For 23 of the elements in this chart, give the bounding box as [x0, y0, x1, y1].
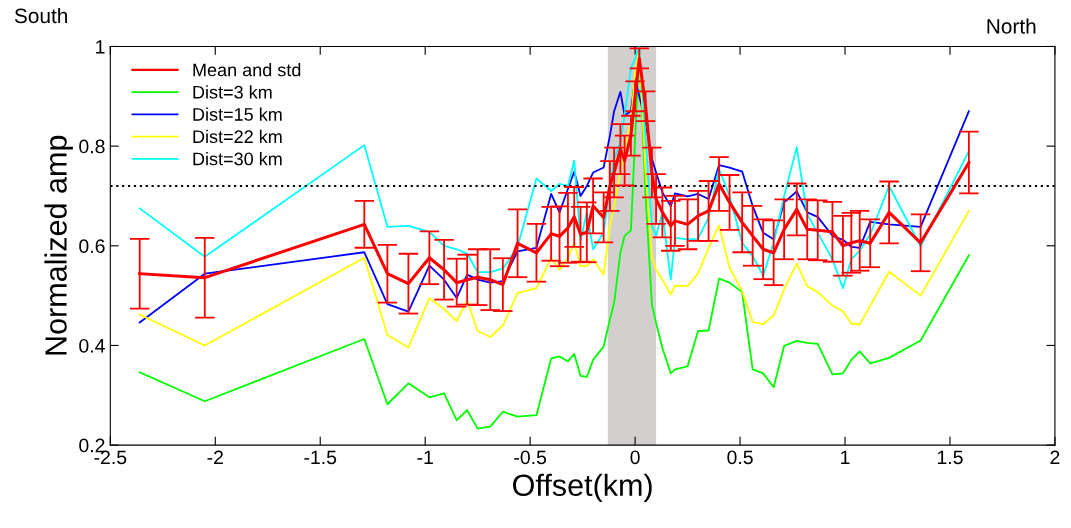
- x-tick-label: 0.5: [727, 450, 753, 465]
- x-tick-label: 1.5: [937, 450, 963, 465]
- legend-label: Mean and std: [193, 63, 301, 77]
- y-tick-label: 0.4: [79, 338, 105, 353]
- x-tick-label: 0: [630, 450, 640, 465]
- text: South: [14, 7, 68, 24]
- text: North: [987, 18, 1036, 34]
- y-tick-label: 0.6: [79, 239, 105, 254]
- y-tick-label: 0.8: [79, 139, 105, 154]
- legend-label: Dist=22 km: [193, 129, 282, 144]
- x-tick-label: -1: [417, 450, 433, 465]
- y-axis-title: Normalized amp: [44, 135, 73, 355]
- legend-label: Dist=15 km: [193, 107, 282, 121]
- legend-label: Dist=30 km: [193, 152, 282, 166]
- legend-label: Dist=3 km: [193, 85, 272, 99]
- x-tick-label: 2: [1050, 450, 1060, 465]
- x-tick-label: -0.5: [514, 450, 547, 465]
- x-tick-label: -2: [207, 450, 223, 465]
- x-tick-label: -1.5: [304, 450, 337, 465]
- line-series: [138, 77, 970, 324]
- x-axis-title: Offset(km): [513, 473, 652, 503]
- y-tick-label: 1: [96, 40, 105, 54]
- x-tick-label: 1: [841, 450, 850, 465]
